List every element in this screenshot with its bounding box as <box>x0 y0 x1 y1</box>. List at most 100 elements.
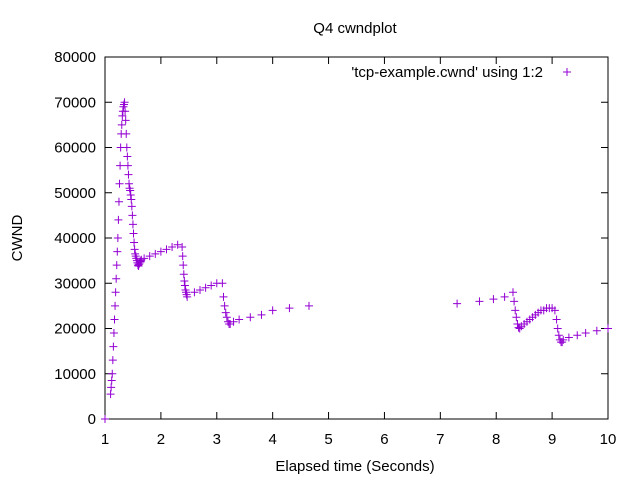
data-point <box>131 252 140 261</box>
y-tick-label: 80000 <box>54 49 96 66</box>
y-axis: 0 10000 20000 30000 40000 50000 60000 70000 8000… <box>54 49 608 428</box>
data-point <box>108 356 117 365</box>
data-point <box>128 220 137 229</box>
data-point <box>111 288 120 297</box>
data-point <box>110 315 119 324</box>
data-point <box>219 292 228 301</box>
data-point <box>246 313 255 322</box>
data-point <box>592 326 601 335</box>
data-point <box>453 299 462 308</box>
data-point <box>107 376 116 385</box>
data-point <box>178 252 187 261</box>
data-point <box>130 245 139 254</box>
data-point <box>123 161 132 170</box>
data-point <box>489 295 498 304</box>
y-tick-label: 10000 <box>54 366 96 383</box>
data-point <box>128 211 137 220</box>
data-point <box>257 310 266 319</box>
data-point <box>190 288 199 297</box>
data-point <box>119 102 128 111</box>
data-point <box>182 288 191 297</box>
data-point <box>181 286 190 295</box>
data-point <box>122 129 131 138</box>
data-point <box>130 238 139 247</box>
data-point <box>116 161 125 170</box>
chart-title: Q4 cwndplot <box>313 20 397 37</box>
data-point <box>268 306 277 315</box>
data-point <box>136 257 145 266</box>
data-point <box>201 283 210 292</box>
data-point <box>552 315 561 324</box>
data-point <box>125 184 134 193</box>
data-point <box>125 179 134 188</box>
data-point <box>107 383 116 392</box>
data-point <box>121 107 130 116</box>
data-point <box>126 191 135 200</box>
data-point <box>220 301 229 310</box>
data-point <box>196 286 205 295</box>
plot-frame <box>104 56 609 420</box>
data-point <box>182 290 191 299</box>
data-point <box>131 249 140 258</box>
data-point <box>179 261 188 270</box>
x-tick-label: 2 <box>157 431 165 448</box>
data-point <box>109 342 118 351</box>
data-point <box>108 369 117 378</box>
data-point <box>134 262 143 271</box>
data-point <box>564 333 573 342</box>
data-point <box>235 315 244 324</box>
y-axis-label: CWND <box>9 215 26 262</box>
data-point <box>475 297 484 306</box>
x-tick-label: 7 <box>436 431 444 448</box>
data-point <box>122 143 131 152</box>
data-point <box>120 98 129 107</box>
x-tick-label: 9 <box>548 431 556 448</box>
data-point <box>112 274 121 283</box>
y-tick-label: 20000 <box>54 321 96 338</box>
data-point <box>129 229 138 238</box>
data-point <box>117 120 126 129</box>
data-point <box>115 179 124 188</box>
data-point <box>118 111 127 120</box>
y-tick-label: 0 <box>88 411 96 428</box>
data-point <box>178 243 187 252</box>
data-point <box>500 292 509 301</box>
data-point <box>151 249 160 258</box>
data-point <box>229 317 238 326</box>
x-axis: 1 2 3 4 5 6 7 8 9 10 <box>101 57 617 448</box>
data-point <box>554 331 563 340</box>
data-point <box>111 301 120 310</box>
data-point <box>112 261 121 270</box>
y-tick-label: 50000 <box>54 185 96 202</box>
data-point <box>113 234 122 242</box>
data-point <box>127 202 136 211</box>
data-point <box>559 335 568 344</box>
data-point <box>124 170 133 179</box>
legend: 'tcp-example.cwnd' using 1:2 <box>351 64 571 81</box>
data-points <box>101 98 612 423</box>
data-point <box>304 301 313 310</box>
data-point <box>573 331 582 340</box>
data-point <box>179 270 188 279</box>
x-tick-label: 6 <box>380 431 388 448</box>
x-tick-label: 5 <box>324 431 332 448</box>
data-point <box>226 319 235 328</box>
data-point <box>508 288 517 297</box>
data-point <box>180 281 189 290</box>
data-point <box>581 329 590 338</box>
data-point <box>113 247 122 256</box>
data-point <box>173 240 182 249</box>
data-point <box>183 292 192 301</box>
data-point <box>121 116 130 125</box>
legend-marker-plus <box>563 68 571 76</box>
x-tick-label: 10 <box>600 431 617 448</box>
x-axis-label: Elapsed time (Seconds) <box>275 458 434 475</box>
data-point <box>162 245 171 254</box>
data-point <box>222 313 231 322</box>
data-point <box>123 152 132 161</box>
data-point <box>180 276 189 285</box>
data-point <box>515 324 524 333</box>
data-point <box>512 313 521 322</box>
data-point <box>145 252 154 261</box>
